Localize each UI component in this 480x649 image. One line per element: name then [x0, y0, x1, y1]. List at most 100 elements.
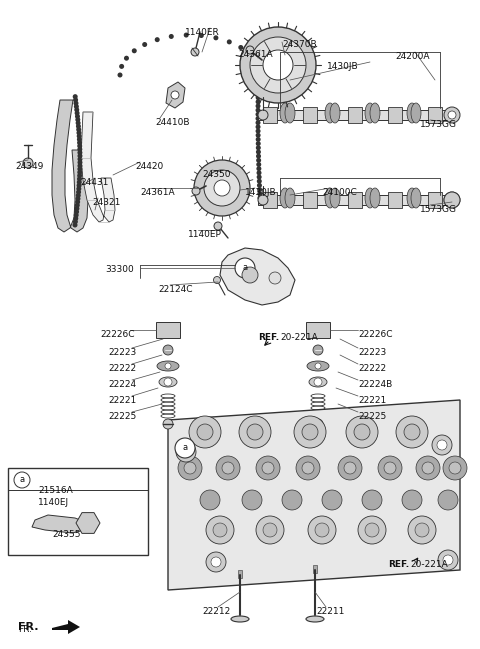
Circle shape — [257, 41, 262, 46]
Circle shape — [437, 440, 447, 450]
Text: 22225: 22225 — [108, 412, 136, 421]
Circle shape — [75, 199, 80, 204]
Bar — [303, 107, 317, 123]
Circle shape — [171, 91, 179, 99]
Circle shape — [77, 134, 82, 139]
Circle shape — [358, 516, 386, 544]
Circle shape — [248, 52, 252, 57]
Text: 24100C: 24100C — [322, 188, 357, 197]
Text: 22221: 22221 — [358, 396, 386, 405]
Polygon shape — [76, 513, 100, 533]
Bar — [8, 468, 148, 555]
Polygon shape — [81, 112, 115, 222]
Ellipse shape — [365, 103, 375, 123]
Circle shape — [118, 73, 122, 77]
Text: 1573GG: 1573GG — [420, 120, 457, 129]
Circle shape — [256, 145, 261, 151]
Circle shape — [282, 490, 302, 510]
Text: 22222: 22222 — [358, 364, 386, 373]
Circle shape — [242, 267, 258, 283]
Text: REF.: REF. — [388, 560, 409, 569]
Circle shape — [262, 462, 274, 474]
Circle shape — [256, 91, 261, 96]
Circle shape — [216, 456, 240, 480]
Ellipse shape — [370, 103, 380, 123]
Circle shape — [257, 68, 262, 73]
Circle shape — [257, 175, 262, 180]
Circle shape — [255, 120, 261, 125]
Circle shape — [176, 442, 196, 462]
Circle shape — [181, 447, 191, 457]
Circle shape — [344, 462, 356, 474]
Circle shape — [214, 276, 220, 284]
Text: 24361A: 24361A — [140, 188, 175, 197]
Text: 20-221A: 20-221A — [410, 560, 448, 569]
Text: 33300: 33300 — [105, 265, 134, 274]
Circle shape — [257, 53, 262, 58]
Circle shape — [256, 79, 261, 84]
Polygon shape — [166, 82, 185, 108]
Circle shape — [119, 64, 124, 69]
Circle shape — [165, 363, 171, 369]
Text: 22223: 22223 — [108, 348, 136, 357]
Circle shape — [402, 490, 422, 510]
Bar — [428, 192, 442, 208]
Bar — [263, 107, 277, 123]
Circle shape — [263, 50, 293, 80]
Circle shape — [77, 147, 83, 152]
Polygon shape — [220, 248, 295, 305]
Ellipse shape — [325, 188, 335, 208]
Circle shape — [75, 196, 81, 201]
Circle shape — [256, 456, 280, 480]
Circle shape — [315, 363, 321, 369]
Text: 24420: 24420 — [135, 162, 163, 171]
Text: 22224: 22224 — [108, 380, 136, 389]
Circle shape — [257, 178, 262, 184]
Text: FR.: FR. — [18, 625, 32, 634]
Circle shape — [77, 143, 82, 149]
Circle shape — [250, 37, 306, 93]
Circle shape — [256, 95, 261, 100]
Circle shape — [258, 195, 268, 205]
Circle shape — [432, 435, 452, 455]
Circle shape — [365, 523, 379, 537]
Circle shape — [77, 156, 83, 162]
Circle shape — [77, 153, 83, 158]
Circle shape — [235, 258, 255, 278]
Circle shape — [255, 112, 261, 117]
Text: 24410B: 24410B — [155, 118, 190, 127]
Circle shape — [72, 94, 78, 99]
Circle shape — [443, 456, 467, 480]
Circle shape — [76, 190, 81, 195]
Circle shape — [255, 108, 261, 113]
Circle shape — [308, 516, 336, 544]
Circle shape — [77, 167, 83, 171]
Text: 24200A: 24200A — [395, 52, 430, 61]
Text: 22222: 22222 — [108, 364, 136, 373]
Circle shape — [448, 111, 456, 119]
Circle shape — [255, 116, 261, 121]
Circle shape — [73, 216, 78, 221]
Circle shape — [77, 173, 82, 178]
Circle shape — [76, 130, 82, 136]
Circle shape — [256, 516, 284, 544]
Bar — [348, 192, 362, 208]
Circle shape — [258, 110, 268, 120]
Circle shape — [163, 345, 173, 355]
Text: 1430JB: 1430JB — [327, 62, 359, 71]
Circle shape — [227, 40, 232, 44]
Circle shape — [213, 523, 227, 537]
Circle shape — [396, 416, 428, 448]
Circle shape — [169, 34, 174, 39]
Ellipse shape — [411, 188, 421, 208]
Circle shape — [247, 424, 263, 440]
Circle shape — [204, 170, 240, 206]
Circle shape — [257, 32, 263, 38]
Bar — [428, 107, 442, 123]
Circle shape — [74, 110, 80, 116]
Ellipse shape — [407, 188, 417, 208]
Circle shape — [256, 70, 261, 75]
Ellipse shape — [306, 616, 324, 622]
Text: 24321: 24321 — [92, 198, 120, 207]
Circle shape — [77, 150, 83, 155]
